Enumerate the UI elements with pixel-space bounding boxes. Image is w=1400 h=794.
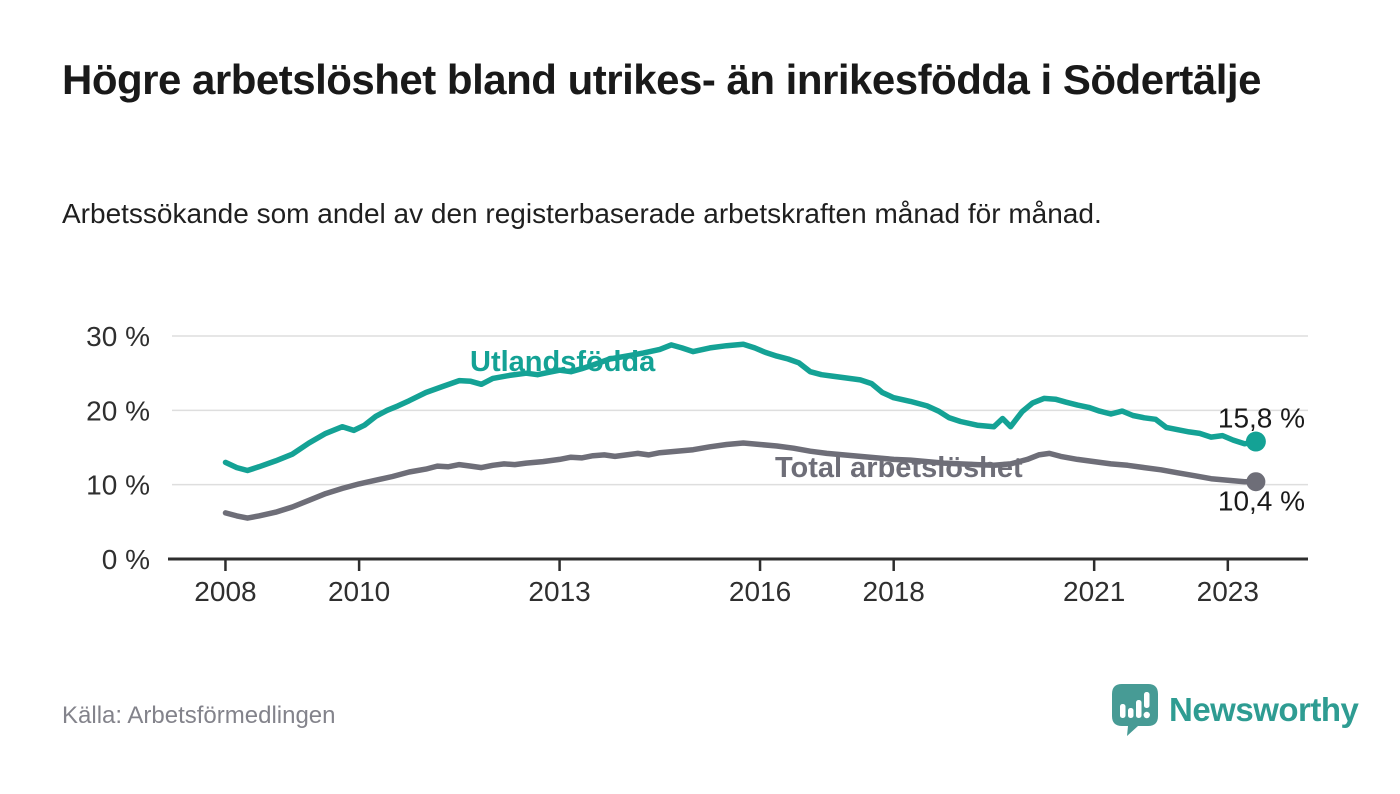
y-axis-tick-label: 30 % bbox=[86, 321, 150, 352]
logo-bar-3 bbox=[1136, 700, 1142, 718]
logo-bar-1 bbox=[1120, 704, 1126, 718]
x-axis-tick-label: 2013 bbox=[528, 576, 590, 607]
x-axis-tick-label: 2021 bbox=[1063, 576, 1125, 607]
logo-exclamation-stem bbox=[1144, 692, 1150, 708]
y-axis-tick-label: 10 % bbox=[86, 470, 150, 501]
y-axis-tick-label: 0 % bbox=[102, 544, 150, 575]
series-line-utlandsf-dda bbox=[222, 341, 1259, 474]
end-value-label-total-arbetsloshet: 10,4 % bbox=[1218, 486, 1305, 517]
series-inline-label-utlandsfodda: Utlandsfödda bbox=[470, 346, 656, 378]
newsworthy-brand-text: Newsworthy bbox=[1169, 691, 1359, 728]
source-note: Källa: Arbetsförmedlingen bbox=[62, 702, 336, 729]
series-line-total-arbetsl-shet bbox=[222, 440, 1259, 521]
x-axis-tick-label: 2018 bbox=[863, 576, 925, 607]
x-axis-tick-label: 2010 bbox=[328, 576, 390, 607]
series-layer bbox=[222, 341, 1266, 521]
logo-exclamation-dot bbox=[1143, 711, 1150, 719]
x-axis-tick-label: 2016 bbox=[729, 576, 791, 607]
newsworthy-logo-icon bbox=[1112, 684, 1158, 736]
axis-layer: 2008 2010 2013 2016 2018 2021 2023 bbox=[168, 557, 1308, 607]
series-end-dot-utlandsf-dda bbox=[1245, 431, 1266, 452]
series-inline-label-total-arbetsloshet: Total arbetslöshet bbox=[775, 452, 1023, 484]
x-axis-tick-label: 2023 bbox=[1197, 576, 1259, 607]
logo-bar-2 bbox=[1128, 708, 1134, 718]
page-title: Högre arbetslöshet bland utrikes- än inr… bbox=[62, 56, 1261, 103]
series-end-dot-total-arbetsl-shet bbox=[1246, 472, 1266, 492]
page-subtitle: Arbetssökande som andel av den registerb… bbox=[62, 198, 1102, 229]
y-axis-tick-label: 20 % bbox=[86, 395, 150, 426]
newsworthy-logo[interactable]: Newsworthy bbox=[1112, 684, 1359, 736]
end-value-label-utlandsfodda: 15,8 % bbox=[1218, 403, 1305, 434]
x-axis-tick-label: 2008 bbox=[194, 576, 256, 607]
